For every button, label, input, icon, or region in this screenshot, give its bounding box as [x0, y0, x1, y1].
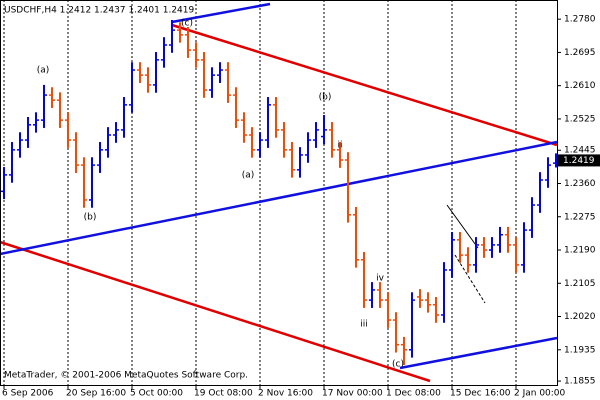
x-tick-label: 20 Sep 16:00 — [66, 389, 126, 399]
y-tick-label: 1.2780 — [564, 15, 596, 25]
y-tick-label: 1.2695 — [564, 48, 596, 58]
wave-label: (b) — [319, 93, 332, 103]
y-tick-label: 1.2445 — [564, 146, 596, 156]
x-tick-label: 19 Oct 08:00 — [194, 389, 253, 399]
x-tick-label: 2 Nov 16:00 — [258, 389, 313, 399]
current-price-box — [558, 154, 600, 167]
wave-label: (a) — [37, 66, 50, 76]
wave-label: (c) — [181, 19, 193, 29]
y-tick-label: 1.2360 — [564, 179, 596, 189]
trend-line — [171, 23, 558, 147]
channel-line — [454, 254, 486, 304]
trend-line — [399, 336, 558, 370]
x-tick-label: 1 Dec 08:00 — [386, 389, 441, 399]
wave-label: (c) — [392, 360, 404, 370]
channel-line — [446, 204, 479, 249]
footer: MetaTrader, © 2001-2006 MetaQuotes Softw… — [4, 371, 248, 381]
x-tick-label: 17 Nov 00:00 — [322, 389, 383, 399]
trend-line — [0, 140, 558, 256]
chart-title: USDCHF,H4 1.2412 1.2437 1.2401 1.2419 — [4, 6, 194, 16]
current-price: 1.2419 — [563, 156, 595, 166]
y-tick-label: 1.2275 — [564, 212, 596, 222]
y-tick-label: 1.2610 — [564, 81, 596, 91]
wave-label: iii — [360, 320, 368, 330]
x-tick-label: 2 Jan 00:00 — [514, 389, 566, 399]
trend-lines — [0, 2, 558, 383]
y-tick-label: 1.2525 — [564, 114, 596, 124]
y-tick-label: 1.1855 — [564, 377, 596, 387]
y-tick-label: 1.2020 — [564, 312, 596, 322]
trend-line — [171, 2, 271, 24]
x-tick-label: 6 Sep 2006 — [2, 389, 54, 399]
x-tick-label: 5 Oct 00:00 — [130, 389, 183, 399]
wave-label: (b) — [84, 213, 97, 223]
plot-border — [0, 0, 558, 386]
wave-label: ii — [337, 141, 342, 151]
wave-label: (a) — [242, 171, 255, 181]
bars — [1, 19, 559, 366]
trend-line — [0, 240, 431, 383]
y-tick-label: 1.2190 — [564, 246, 596, 256]
wave-label: iv — [376, 274, 385, 284]
x-tick-label: 15 Dec 16:00 — [450, 389, 511, 399]
y-tick-label: 1.2105 — [564, 279, 596, 289]
y-tick-label: 1.1935 — [564, 345, 596, 355]
